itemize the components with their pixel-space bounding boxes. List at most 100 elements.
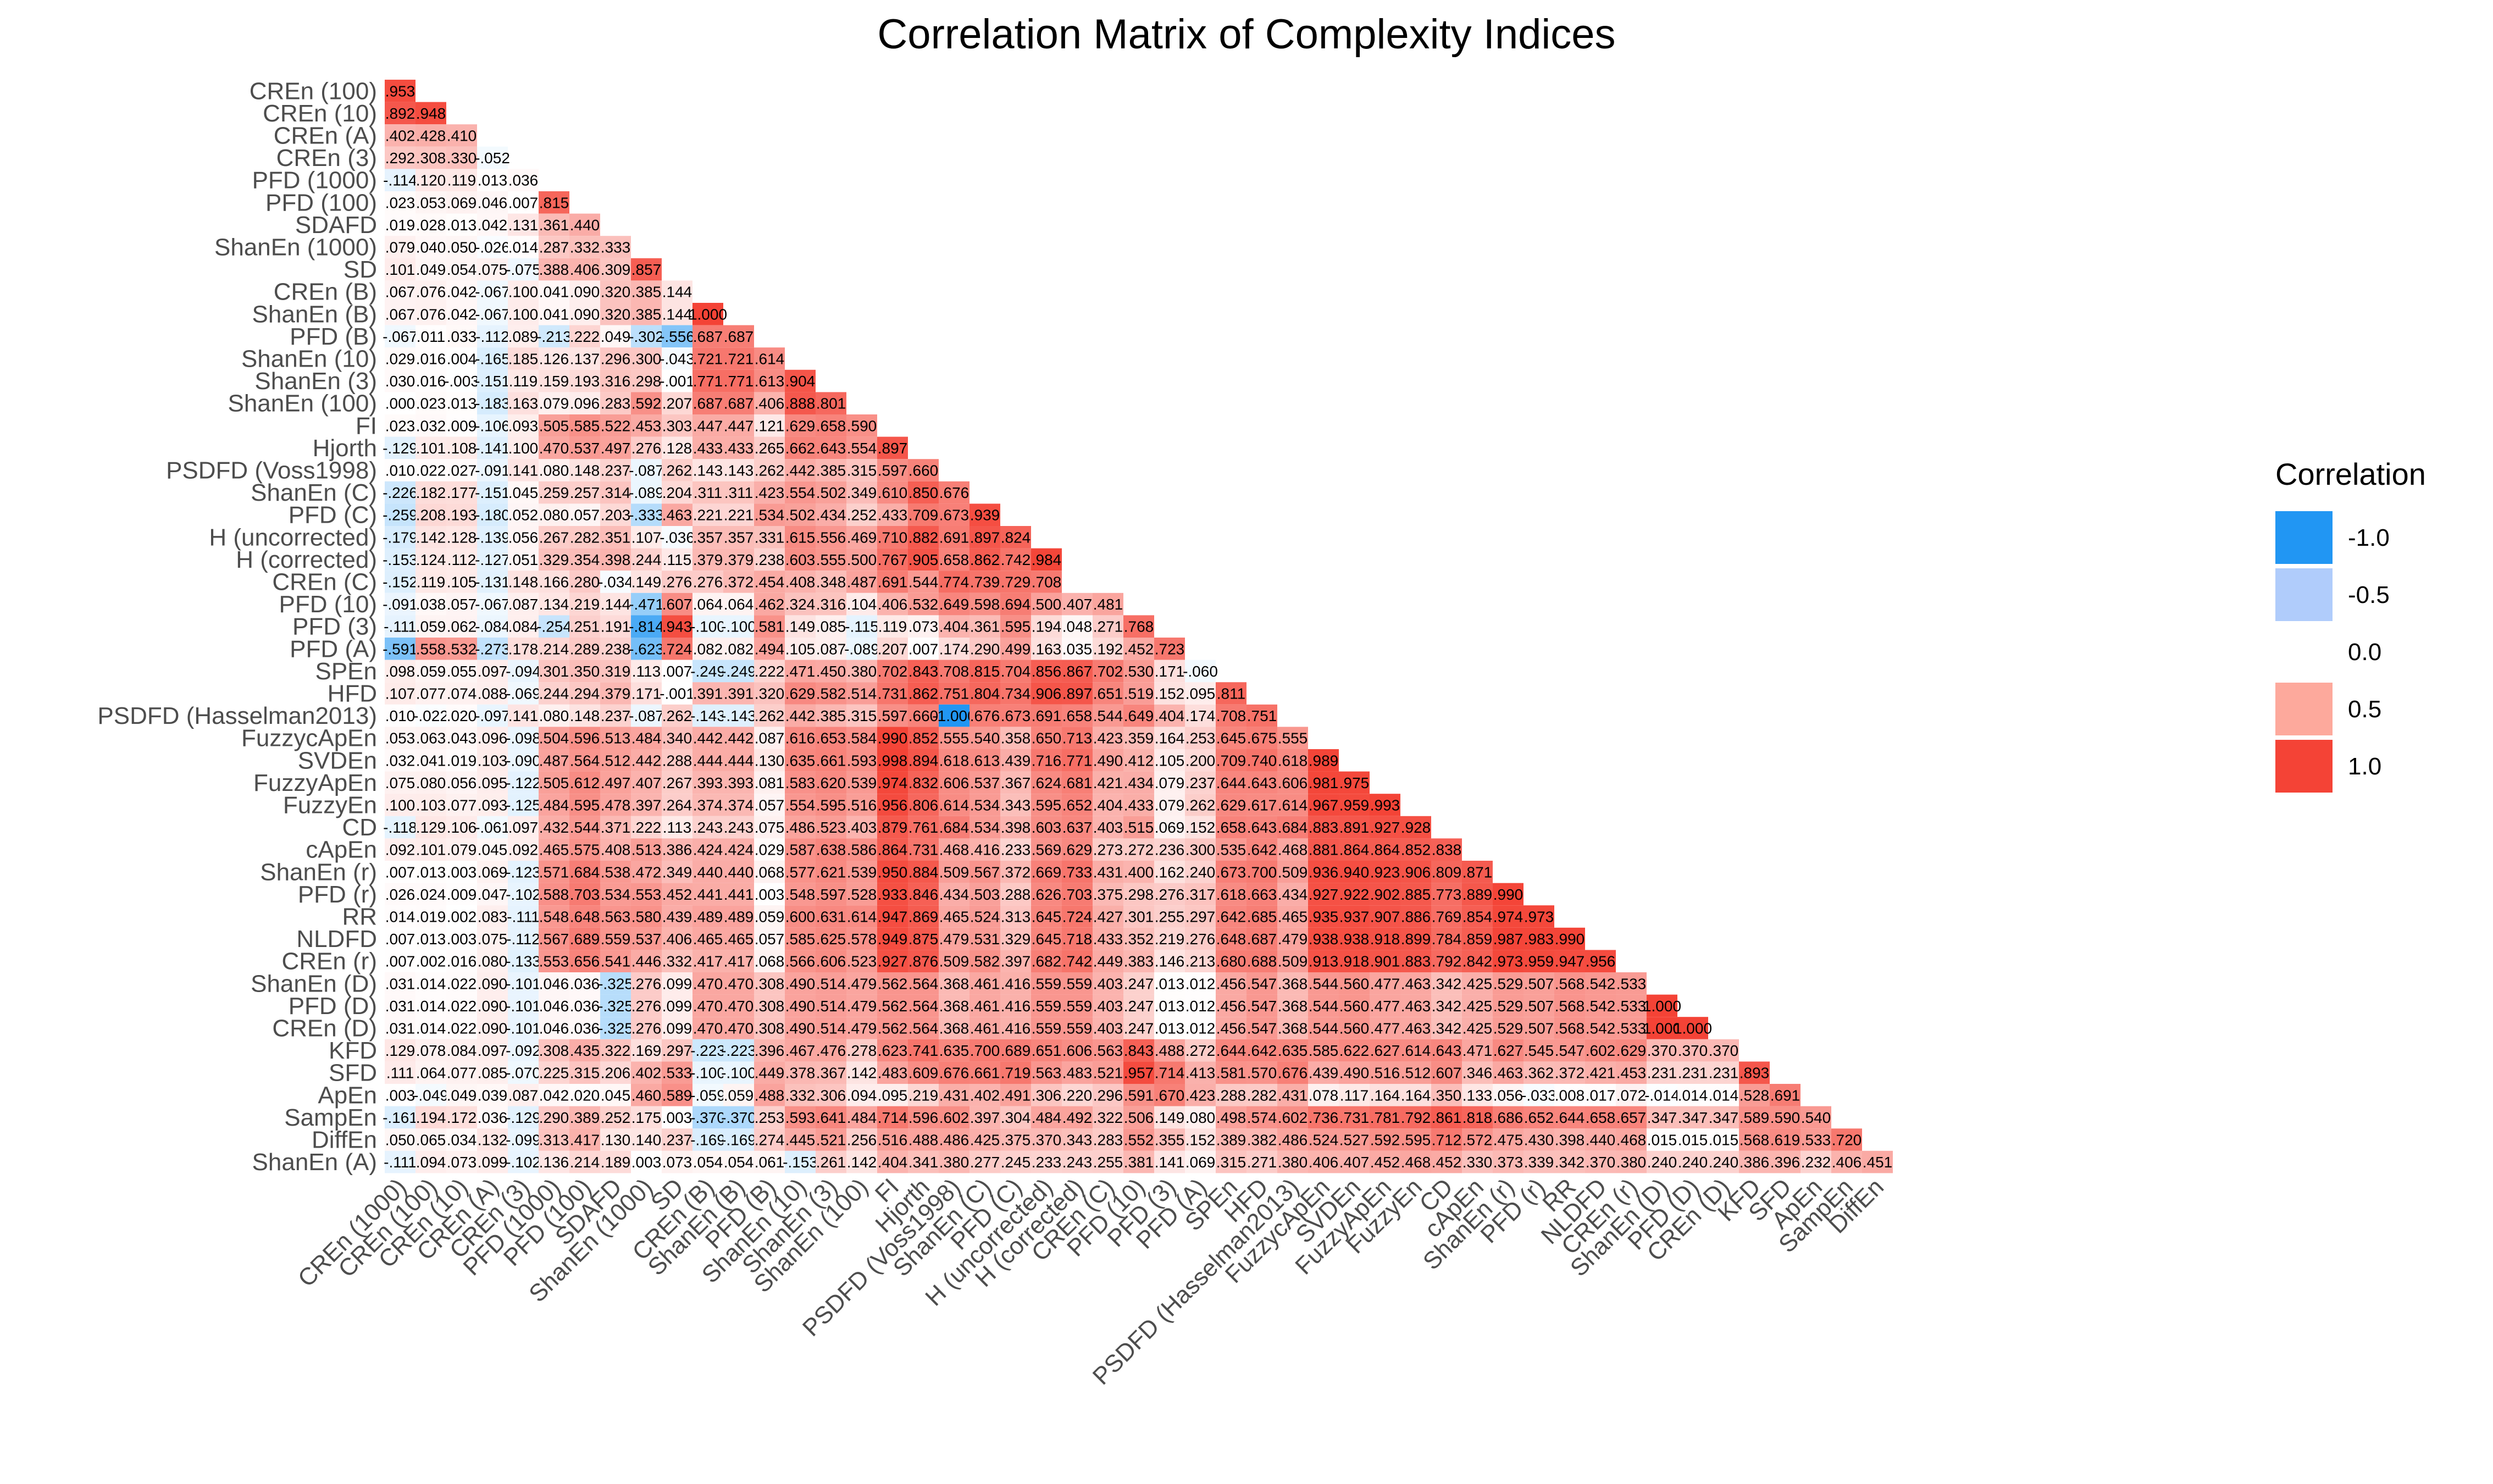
cell-value-label: .002 <box>416 953 446 970</box>
heatmap-cell <box>446 124 477 147</box>
cell-value-label: -.143 <box>721 707 756 724</box>
cell-value-label: .101 <box>385 261 416 278</box>
cell-value-label: -.043 <box>660 351 695 368</box>
cell-value-label: .003 <box>662 1109 693 1126</box>
cell-value-label: .093 <box>508 417 539 434</box>
cell-value-label: .129 <box>385 1042 416 1059</box>
cell-value-label: .645 <box>1032 909 1062 926</box>
cell-value-label: -.001 <box>660 685 695 702</box>
cell-value-label: .687 <box>724 395 754 412</box>
cell-value-label: .867 <box>1062 663 1093 680</box>
cell-value-label: .661 <box>816 752 846 769</box>
cell-value-label: .487 <box>847 574 877 591</box>
cell-value-label: .296 <box>1093 1087 1123 1104</box>
cell-value-label: .373 <box>1493 1154 1524 1171</box>
heatmap-cell <box>446 191 477 214</box>
cell-value-label: .120 <box>416 172 446 189</box>
cell-value-label: .649 <box>1124 707 1154 724</box>
cell-value-label: .416 <box>1001 1020 1031 1037</box>
legend-swatch <box>2275 511 2333 564</box>
cell-value-label: .192 <box>1093 640 1123 657</box>
cell-value-label: .689 <box>1001 1042 1031 1059</box>
cell-value-label: .818 <box>1462 1109 1493 1126</box>
cell-value-label: .504 <box>539 730 569 747</box>
cell-value-label: .555 <box>939 730 970 747</box>
heatmap-cell <box>723 414 754 437</box>
heatmap-cell <box>785 436 816 459</box>
cell-value-label: .488 <box>755 1087 785 1104</box>
cell-value-label: -.153 <box>383 551 418 568</box>
heatmap-cell <box>416 280 446 303</box>
cell-value-label: .540 <box>1801 1109 1831 1126</box>
cell-value-label: .484 <box>847 1109 877 1126</box>
heatmap-cell <box>446 369 477 392</box>
heatmap-cell <box>693 325 723 348</box>
heatmap-cell <box>385 347 416 370</box>
cell-value-label: .486 <box>1278 1132 1308 1149</box>
cell-value-label: .332 <box>785 1087 816 1104</box>
cell-value-label: .454 <box>755 574 785 591</box>
cell-value-label: .864 <box>1370 841 1400 859</box>
cell-value-label: .983 <box>1524 931 1554 948</box>
cell-value-label: .927 <box>1309 886 1339 903</box>
cell-value-label: .029 <box>755 841 785 859</box>
cell-value-label: .555 <box>1278 730 1308 747</box>
cell-value-label: .593 <box>847 752 877 769</box>
cell-value-label: .046 <box>539 998 569 1015</box>
cell-value-label: .609 <box>908 1065 939 1082</box>
cell-value-label: .465 <box>539 841 569 859</box>
cell-value-label: .033 <box>447 328 477 345</box>
cell-value-label: .883 <box>1401 953 1431 970</box>
legend-label: 0.5 <box>2348 696 2381 723</box>
cell-value-label: .509 <box>939 863 970 881</box>
cell-value-label: .084 <box>508 618 539 635</box>
cell-value-label: .575 <box>570 841 600 859</box>
cell-value-label: .054 <box>447 261 477 278</box>
cell-value-label: .041 <box>539 284 569 301</box>
cell-value-label: .479 <box>847 998 877 1015</box>
cell-value-label: .547 <box>1247 1020 1277 1037</box>
cell-value-label: .332 <box>570 239 600 256</box>
heatmap-cell <box>846 436 877 459</box>
cell-value-label: .686 <box>1493 1109 1524 1126</box>
cell-value-label: .009 <box>447 417 477 434</box>
cell-value-label: .442 <box>631 752 662 769</box>
cell-value-label: .736 <box>1309 1109 1339 1126</box>
cell-value-label: .134 <box>539 596 569 613</box>
cell-value-label: .143 <box>724 462 754 479</box>
cell-value-label: .403 <box>847 819 877 836</box>
cell-value-label: .092 <box>508 841 539 859</box>
cell-value-label: .148 <box>570 462 600 479</box>
cell-value-label: .096 <box>570 395 600 412</box>
cell-value-label: .492 <box>1062 1109 1093 1126</box>
cell-value-label: .010 <box>385 707 416 724</box>
cell-value-label: .115 <box>663 551 691 568</box>
heatmap-cell <box>477 213 508 236</box>
cell-value-label: -.254 <box>536 618 572 635</box>
heatmap-cell <box>569 325 600 348</box>
cell-value-label: .897 <box>1062 685 1093 702</box>
cell-value-label: .119 <box>417 574 445 591</box>
cell-value-label: .597 <box>878 462 908 479</box>
cell-value-label: .024 <box>416 886 446 903</box>
cell-value-label: .090 <box>478 1020 508 1037</box>
cell-value-label: .056 <box>508 529 539 546</box>
cell-value-label: .119 <box>878 618 907 635</box>
cell-value-label: .703 <box>1062 886 1093 903</box>
heatmap-cell <box>416 102 446 125</box>
cell-value-label: .600 <box>785 909 816 926</box>
cell-value-label: .852 <box>908 730 939 747</box>
cell-value-label: .424 <box>693 841 723 859</box>
cell-value-label: .131 <box>508 217 539 234</box>
cell-value-label: .792 <box>1401 1109 1431 1126</box>
cell-value-label: -.259 <box>383 507 418 524</box>
cell-value-label: .864 <box>1339 841 1370 859</box>
cell-value-label: .854 <box>1462 909 1493 926</box>
cell-value-label: .433 <box>724 440 754 457</box>
cell-value-label: .320 <box>755 685 785 702</box>
heatmap-cell <box>539 347 569 370</box>
cell-value-label: .428 <box>416 128 446 145</box>
cell-value-label: .451 <box>1863 1154 1893 1171</box>
cell-value-label: .046 <box>539 975 569 992</box>
cell-value-label: .068 <box>755 953 785 970</box>
